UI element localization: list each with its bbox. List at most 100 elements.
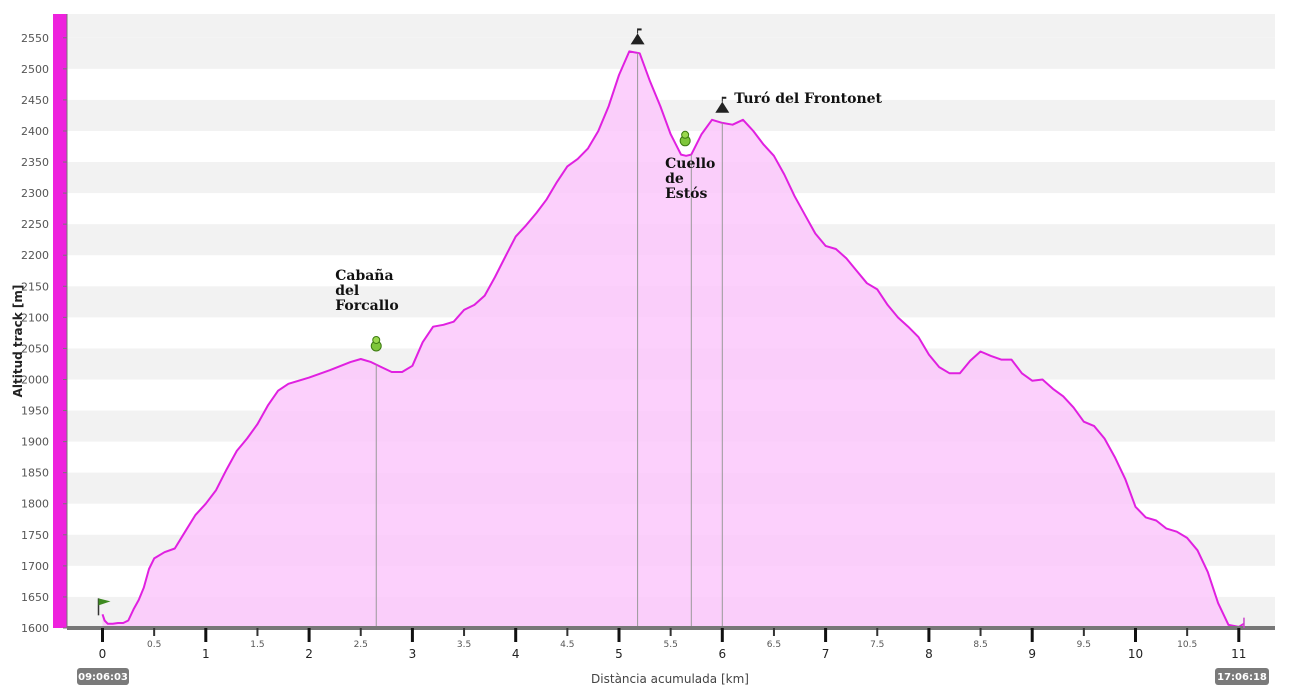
x-major-tick-label: 4 [512, 647, 520, 661]
x-major-tick-mark [617, 628, 621, 642]
x-major-tick-label: 10 [1128, 647, 1143, 661]
x-minor-tick-label: 4.5 [560, 640, 574, 650]
start-flag-cloth [98, 598, 111, 606]
x-axis-label: Distància acumulada [km] [591, 672, 749, 686]
grid-band [67, 37, 1275, 69]
y-tick-label: 1950 [21, 405, 49, 418]
summit-flag [637, 28, 642, 31]
y-tick-label: 2450 [21, 94, 49, 107]
end-time-text: 17:06:18 [1217, 672, 1267, 683]
x-major-tick-label: 1 [202, 647, 210, 661]
x-minor-tick-mark [669, 628, 672, 636]
x-major-tick-mark [101, 628, 104, 642]
x-minor-tick-mark [566, 628, 569, 636]
y-tick-label: 1900 [21, 436, 49, 449]
y-tick-label: 2400 [21, 125, 49, 138]
track-markers [97, 598, 1245, 628]
pass-icon [679, 130, 691, 147]
x-major-tick-label: 7 [822, 647, 830, 661]
y-tick-label: 1650 [21, 591, 49, 604]
x-minor-tick-mark [772, 628, 775, 636]
x-major-tick-mark [720, 628, 724, 642]
waypoints: Pico de Estós/Tuca del Dalliu Turó del Fr… [335, 28, 883, 352]
x-major-tick-mark [1030, 628, 1034, 642]
start-time-text: 09:06:03 [78, 672, 128, 683]
waypoint: Cabaña del Forcallo [335, 267, 399, 352]
x-minor-tick-mark [1186, 628, 1189, 636]
y-tick-label: 1800 [21, 498, 49, 511]
waypoint-label-line: Turó del Frontonet [734, 91, 882, 107]
x-major-tick-mark [1237, 628, 1241, 642]
x-axis-ticks: 0 1 2 3 4 5 6 7 8 9 10 11 0.5 1.5 2.5 3.5 4.5 5.5 6.5 7.5 8.… [99, 628, 1246, 661]
y-tick-label: 2500 [21, 63, 49, 76]
start-flag-icon [97, 598, 111, 616]
waypoint-label: Cuello de Estós [665, 156, 715, 202]
x-major-tick-mark [824, 628, 828, 642]
summit-flag [722, 96, 727, 99]
waypoint: Pico de Estós/Tuca del Dalliu [630, 28, 645, 45]
waypoint: Cuello de Estós [665, 130, 715, 202]
left-altitude-bar [53, 14, 67, 628]
shelter-icon [370, 335, 382, 352]
y-tick-label: 2000 [21, 373, 49, 386]
grid-band [67, 14, 1275, 38]
summit-icon [630, 28, 645, 45]
x-major-tick-mark [204, 628, 208, 642]
y-tick-label: 1600 [21, 622, 49, 635]
y-tick-label: 2300 [21, 187, 49, 200]
elevation-area [101, 50, 1245, 628]
x-minor-tick-mark [463, 628, 466, 636]
x-minor-tick-label: 10.5 [1177, 640, 1197, 650]
x-minor-tick-mark [1082, 628, 1085, 636]
x-minor-tick-label: 5.5 [663, 640, 677, 650]
y-tick-label: 1750 [21, 529, 49, 542]
x-minor-tick-label: 0.5 [147, 640, 161, 650]
y-tick-label: 2350 [21, 156, 49, 169]
x-minor-tick-mark [359, 628, 362, 636]
waypoint-label: Turó del Frontonet [734, 91, 882, 107]
x-minor-tick-label: 8.5 [973, 640, 987, 650]
summit-icon [715, 96, 730, 113]
x-major-tick-mark [1134, 628, 1137, 642]
waypoint-label-line: de [665, 171, 684, 187]
x-minor-tick-mark [256, 628, 259, 636]
shelter-icon-top [372, 335, 381, 344]
x-major-tick-label: 5 [615, 647, 623, 661]
waypoint-label-line: Estós [665, 186, 707, 202]
grid-band [67, 99, 1275, 131]
end-time-badge: 17:06:18 [1215, 668, 1269, 685]
x-minor-tick-mark [979, 628, 982, 636]
elevation-line [101, 50, 1245, 628]
x-minor-tick-mark [153, 628, 156, 636]
waypoint-label: Cabaña del Forcallo [335, 267, 398, 314]
x-major-tick-mark [410, 628, 414, 642]
x-minor-tick-label: 1.5 [250, 640, 264, 650]
x-minor-tick-label: 2.5 [354, 640, 368, 650]
x-major-tick-label: 8 [925, 647, 933, 661]
x-major-tick-label: 6 [718, 647, 726, 661]
pass-icon-top [681, 130, 690, 139]
waypoint-lines [375, 52, 723, 628]
x-minor-tick-label: 7.5 [870, 640, 884, 650]
x-minor-tick-label: 6.5 [767, 640, 781, 650]
waypoint-label-line: Forcallo [335, 298, 398, 314]
waypoint-label-line: Cuello [665, 156, 715, 172]
waypoint: Turó del Frontonet [715, 91, 883, 113]
x-major-tick-label: 9 [1028, 647, 1036, 661]
x-minor-tick-label: 9.5 [1077, 640, 1091, 650]
y-axis-label: Altitud track [m] [11, 285, 25, 398]
x-minor-tick-mark [876, 628, 879, 636]
y-tick-label: 1850 [21, 467, 49, 480]
waypoint-label-line: Cabaña [335, 267, 393, 284]
x-minor-tick-label: 3.5 [457, 640, 471, 650]
waypoint-label-line: del [335, 283, 359, 299]
y-tick-label: 2150 [21, 280, 49, 293]
y-tick-label: 2100 [21, 311, 49, 324]
summit-triangle [715, 101, 730, 113]
x-major-tick-label: 0 [99, 647, 107, 661]
x-major-tick-label: 2 [305, 647, 313, 661]
elevation-fill [102, 51, 1244, 628]
x-major-tick-label: 3 [409, 647, 417, 661]
y-tick-label: 2200 [21, 249, 49, 262]
